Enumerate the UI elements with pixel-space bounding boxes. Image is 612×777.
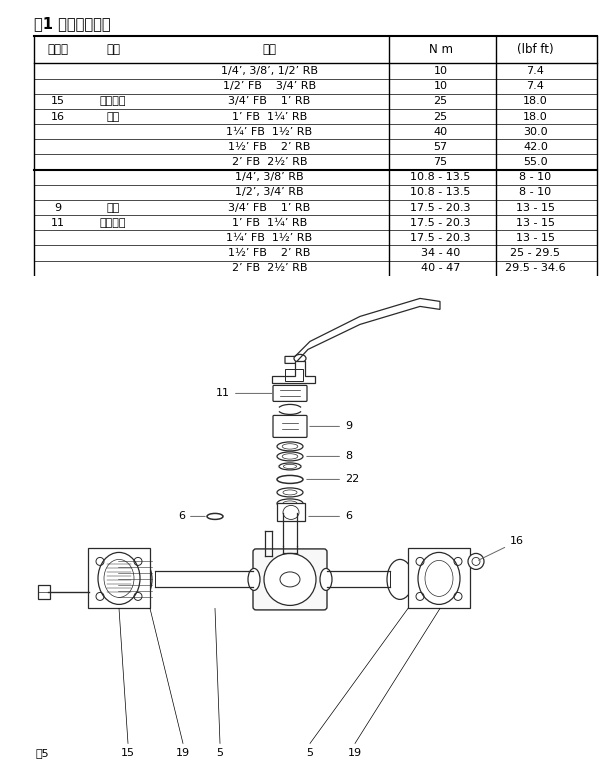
Circle shape bbox=[468, 553, 484, 570]
Text: 图5: 图5 bbox=[35, 748, 48, 758]
Ellipse shape bbox=[98, 552, 140, 605]
Text: 15: 15 bbox=[51, 96, 65, 106]
Text: 13 - 15: 13 - 15 bbox=[516, 233, 555, 243]
Text: 17.5 - 20.3: 17.5 - 20.3 bbox=[411, 233, 471, 243]
Text: 6: 6 bbox=[178, 511, 205, 521]
Ellipse shape bbox=[248, 569, 260, 591]
Text: 40: 40 bbox=[433, 127, 448, 137]
Text: N m: N m bbox=[428, 44, 453, 56]
Text: 40 - 47: 40 - 47 bbox=[421, 263, 460, 274]
Text: 口径: 口径 bbox=[263, 44, 276, 56]
Text: 8 - 10: 8 - 10 bbox=[520, 187, 551, 197]
Text: 25 - 29.5: 25 - 29.5 bbox=[510, 248, 561, 258]
Text: 1½’ FB    2’ RB: 1½’ FB 2’ RB bbox=[228, 142, 310, 152]
Text: 9: 9 bbox=[54, 203, 62, 213]
Text: 16: 16 bbox=[479, 536, 524, 560]
Text: 57: 57 bbox=[433, 142, 448, 152]
Text: 22: 22 bbox=[307, 475, 359, 484]
Text: 5: 5 bbox=[307, 748, 313, 758]
Polygon shape bbox=[272, 361, 315, 383]
Text: 螺母: 螺母 bbox=[106, 203, 120, 213]
Text: 13 - 15: 13 - 15 bbox=[516, 203, 555, 213]
Text: 15: 15 bbox=[121, 748, 135, 758]
Bar bbox=[285, 369, 303, 382]
Text: 30.0: 30.0 bbox=[523, 127, 548, 137]
Text: 1/2’ FB    3/4’ RB: 1/2’ FB 3/4’ RB bbox=[223, 82, 316, 91]
Text: 7.4: 7.4 bbox=[526, 82, 545, 91]
Ellipse shape bbox=[277, 442, 303, 451]
FancyBboxPatch shape bbox=[253, 549, 327, 610]
Text: 19: 19 bbox=[176, 748, 190, 758]
FancyBboxPatch shape bbox=[273, 385, 307, 402]
Ellipse shape bbox=[320, 569, 332, 591]
Ellipse shape bbox=[387, 559, 413, 599]
Text: 1¼’ FB  1½’ RB: 1¼’ FB 1½’ RB bbox=[226, 127, 312, 137]
Text: 5: 5 bbox=[217, 748, 223, 758]
Text: 8 - 10: 8 - 10 bbox=[520, 172, 551, 183]
Text: 部件号: 部件号 bbox=[48, 44, 69, 56]
Bar bbox=[88, 549, 150, 608]
FancyBboxPatch shape bbox=[273, 416, 307, 437]
Text: 1/4’, 3/8’ RB: 1/4’, 3/8’ RB bbox=[235, 172, 304, 183]
Text: 1¼’ FB  1½’ RB: 1¼’ FB 1½’ RB bbox=[226, 233, 312, 243]
Text: 29.5 - 34.6: 29.5 - 34.6 bbox=[505, 263, 566, 274]
Circle shape bbox=[264, 553, 316, 605]
Text: 11: 11 bbox=[51, 218, 65, 228]
Bar bbox=[38, 585, 50, 599]
Ellipse shape bbox=[207, 514, 223, 519]
Text: 19: 19 bbox=[348, 748, 362, 758]
Text: 10: 10 bbox=[434, 82, 447, 91]
Text: 1/4’, 3/8’, 1/2’ RB: 1/4’, 3/8’, 1/2’ RB bbox=[221, 66, 318, 76]
Text: 2’ FB  2½’ RB: 2’ FB 2½’ RB bbox=[231, 263, 307, 274]
Text: 3/4’ FB    1’ RB: 3/4’ FB 1’ RB bbox=[228, 96, 310, 106]
Text: 18.0: 18.0 bbox=[523, 112, 548, 121]
Text: 部件: 部件 bbox=[106, 44, 120, 56]
Text: 17.5 - 20.3: 17.5 - 20.3 bbox=[411, 218, 471, 228]
Ellipse shape bbox=[279, 463, 301, 470]
Text: 18.0: 18.0 bbox=[523, 96, 548, 106]
Text: 75: 75 bbox=[433, 157, 448, 167]
Ellipse shape bbox=[418, 552, 460, 605]
Text: 1/2’, 3/4’ RB: 1/2’, 3/4’ RB bbox=[235, 187, 304, 197]
Text: 1½’ FB    2’ RB: 1½’ FB 2’ RB bbox=[228, 248, 310, 258]
Ellipse shape bbox=[277, 499, 303, 508]
Ellipse shape bbox=[118, 556, 152, 604]
Text: 10.8 - 13.5: 10.8 - 13.5 bbox=[411, 187, 471, 197]
Text: 10: 10 bbox=[434, 66, 447, 76]
Text: 固定螺栓: 固定螺栓 bbox=[100, 96, 127, 106]
Text: 13 - 15: 13 - 15 bbox=[516, 218, 555, 228]
Text: 螺母: 螺母 bbox=[106, 112, 120, 121]
Text: 6: 6 bbox=[309, 511, 352, 521]
Text: 8: 8 bbox=[307, 451, 352, 462]
Ellipse shape bbox=[277, 488, 303, 497]
Text: 阀杆螺母: 阀杆螺母 bbox=[100, 218, 127, 228]
Text: 9: 9 bbox=[310, 421, 352, 431]
Text: 25: 25 bbox=[433, 112, 448, 121]
Bar bbox=[408, 549, 470, 608]
Text: 17.5 - 20.3: 17.5 - 20.3 bbox=[411, 203, 471, 213]
Text: 42.0: 42.0 bbox=[523, 142, 548, 152]
Text: 34 - 40: 34 - 40 bbox=[421, 248, 460, 258]
Text: (lbf ft): (lbf ft) bbox=[517, 44, 554, 56]
Text: 3/4’ FB    1’ RB: 3/4’ FB 1’ RB bbox=[228, 203, 310, 213]
Text: 表1 推荐拧紧力矩: 表1 推荐拧紧力矩 bbox=[34, 16, 110, 32]
Text: 7.4: 7.4 bbox=[526, 66, 545, 76]
Text: 11: 11 bbox=[216, 388, 272, 399]
Text: 16: 16 bbox=[51, 112, 65, 121]
Text: 10.8 - 13.5: 10.8 - 13.5 bbox=[411, 172, 471, 183]
Ellipse shape bbox=[277, 452, 303, 461]
Text: 25: 25 bbox=[433, 96, 448, 106]
Ellipse shape bbox=[277, 476, 303, 483]
Text: 1’ FB  1¼’ RB: 1’ FB 1¼’ RB bbox=[232, 112, 307, 121]
Text: 55.0: 55.0 bbox=[523, 157, 548, 167]
Text: 2’ FB  2½’ RB: 2’ FB 2½’ RB bbox=[231, 157, 307, 167]
Text: 1’ FB  1¼’ RB: 1’ FB 1¼’ RB bbox=[232, 218, 307, 228]
Bar bbox=[277, 503, 305, 521]
